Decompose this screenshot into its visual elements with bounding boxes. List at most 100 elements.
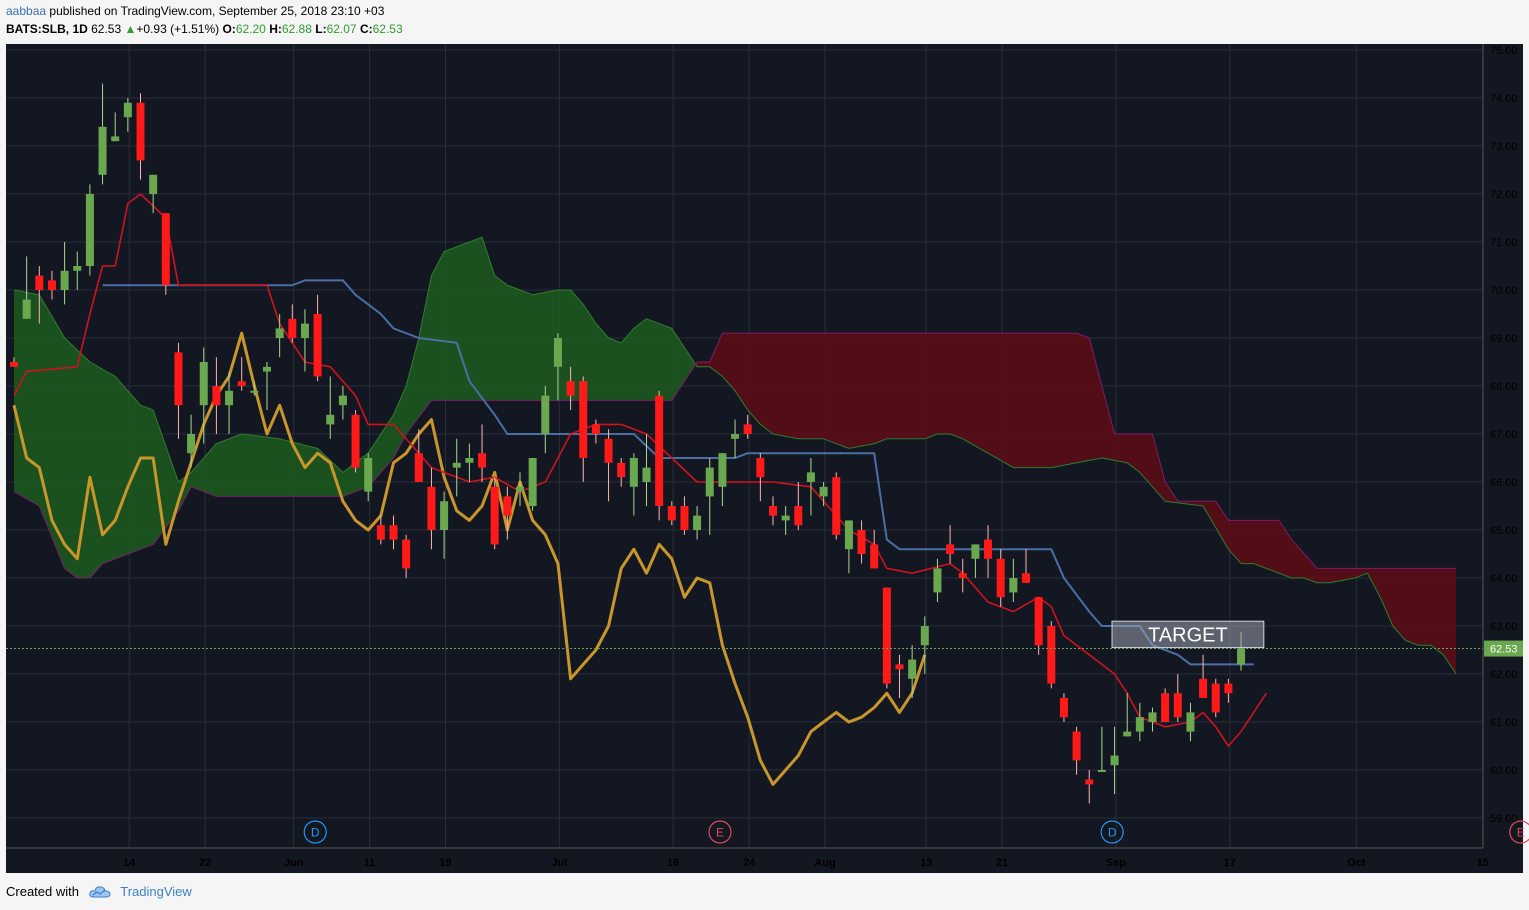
candle[interactable] <box>402 534 411 578</box>
candle[interactable] <box>946 525 955 564</box>
candle[interactable] <box>478 424 487 482</box>
candle[interactable] <box>832 472 841 540</box>
candle[interactable] <box>591 419 600 444</box>
candle[interactable] <box>984 525 993 578</box>
candle[interactable] <box>1047 621 1056 689</box>
candle[interactable] <box>604 429 613 502</box>
candle[interactable] <box>10 357 18 367</box>
candle[interactable] <box>1173 674 1182 722</box>
candle[interactable] <box>111 112 120 142</box>
candle[interactable] <box>351 410 360 473</box>
candle[interactable] <box>414 429 423 482</box>
candle[interactable] <box>503 486 512 540</box>
candle[interactable] <box>490 477 499 550</box>
candle[interactable] <box>1224 678 1233 703</box>
candle[interactable] <box>1123 693 1132 737</box>
candle[interactable] <box>705 458 714 535</box>
candle[interactable] <box>275 314 284 358</box>
candle[interactable] <box>389 515 398 550</box>
symbol-name[interactable]: BATS:SLB, 1D <box>6 22 88 36</box>
candle[interactable] <box>1135 702 1144 742</box>
candle[interactable] <box>300 309 309 372</box>
price-axis[interactable]: 59.00 60.00 61.00 62.00 63.00 64.00 65.00 66.00… <box>1482 44 1523 873</box>
candle[interactable] <box>1085 770 1094 804</box>
candle[interactable] <box>971 544 980 578</box>
candle[interactable] <box>313 294 322 382</box>
candle[interactable] <box>769 496 777 526</box>
candle[interactable] <box>819 482 828 506</box>
candle[interactable] <box>693 506 702 540</box>
candle[interactable] <box>465 443 474 482</box>
candle[interactable] <box>237 357 246 391</box>
candle[interactable] <box>1022 549 1030 583</box>
candle[interactable] <box>806 458 815 516</box>
candle[interactable] <box>1110 726 1119 794</box>
candle[interactable] <box>149 174 158 214</box>
candle[interactable] <box>895 654 904 698</box>
candles[interactable] <box>10 83 1246 804</box>
candle[interactable] <box>98 83 107 185</box>
dividend-marker[interactable]: D <box>1100 820 1124 844</box>
candle[interactable] <box>1186 702 1195 742</box>
candle[interactable] <box>844 520 853 574</box>
candle[interactable] <box>250 381 259 396</box>
candle[interactable] <box>288 304 297 343</box>
candle[interactable] <box>1034 597 1043 655</box>
candle[interactable] <box>870 530 879 569</box>
candle[interactable] <box>1211 678 1220 718</box>
target-box[interactable] <box>1111 620 1265 649</box>
dividend-marker[interactable]: D <box>303 820 327 844</box>
candle[interactable] <box>1059 693 1068 722</box>
candle[interactable] <box>452 438 461 497</box>
candle[interactable] <box>857 520 866 564</box>
candle[interactable] <box>161 213 170 295</box>
candle[interactable] <box>882 587 891 689</box>
candle[interactable] <box>1148 707 1157 732</box>
candle[interactable] <box>781 506 790 535</box>
candle[interactable] <box>338 386 347 420</box>
candle[interactable] <box>187 414 196 468</box>
candle[interactable] <box>73 251 82 290</box>
candle[interactable] <box>794 482 803 530</box>
candle[interactable] <box>743 414 752 439</box>
candle[interactable] <box>376 515 385 545</box>
candle[interactable] <box>516 472 524 506</box>
candle[interactable] <box>528 458 537 511</box>
price-axis-area[interactable] <box>1484 44 1523 873</box>
candle[interactable] <box>440 491 449 559</box>
candle[interactable] <box>553 333 562 401</box>
candle[interactable] <box>47 270 56 300</box>
candle[interactable] <box>123 98 132 132</box>
candle[interactable] <box>364 453 373 502</box>
candle[interactable] <box>667 501 676 526</box>
candle[interactable] <box>35 266 44 324</box>
candle[interactable] <box>326 376 335 439</box>
candle[interactable] <box>1097 726 1106 772</box>
candle[interactable] <box>225 371 234 434</box>
earnings-marker[interactable]: E <box>708 820 732 844</box>
earnings-marker[interactable]: E <box>1509 820 1529 844</box>
candle[interactable] <box>731 419 740 458</box>
candle[interactable] <box>958 558 967 593</box>
tradingview-brand[interactable]: TradingView <box>120 884 192 899</box>
time-axis[interactable]: 14 22 Jun 11 19 Jul 16 24 Aug 13 21 Sep 17 Oct 15 <box>6 847 1489 869</box>
candle[interactable] <box>1009 558 1018 602</box>
candle[interactable] <box>85 184 94 276</box>
candle[interactable] <box>1161 688 1170 722</box>
publisher-name[interactable]: aabbaa <box>6 4 47 18</box>
candle[interactable] <box>1199 654 1208 698</box>
candle[interactable] <box>629 453 638 516</box>
candle[interactable] <box>60 242 69 305</box>
candle[interactable] <box>655 390 664 521</box>
candle[interactable] <box>908 645 917 698</box>
candle[interactable] <box>427 467 436 550</box>
candle[interactable] <box>996 549 1005 607</box>
candle[interactable] <box>617 458 626 487</box>
candle[interactable] <box>680 496 689 535</box>
candle[interactable] <box>212 357 221 434</box>
candle[interactable] <box>718 453 727 506</box>
candle[interactable] <box>1072 726 1081 775</box>
candle[interactable] <box>174 342 183 439</box>
candle[interactable] <box>136 93 145 180</box>
